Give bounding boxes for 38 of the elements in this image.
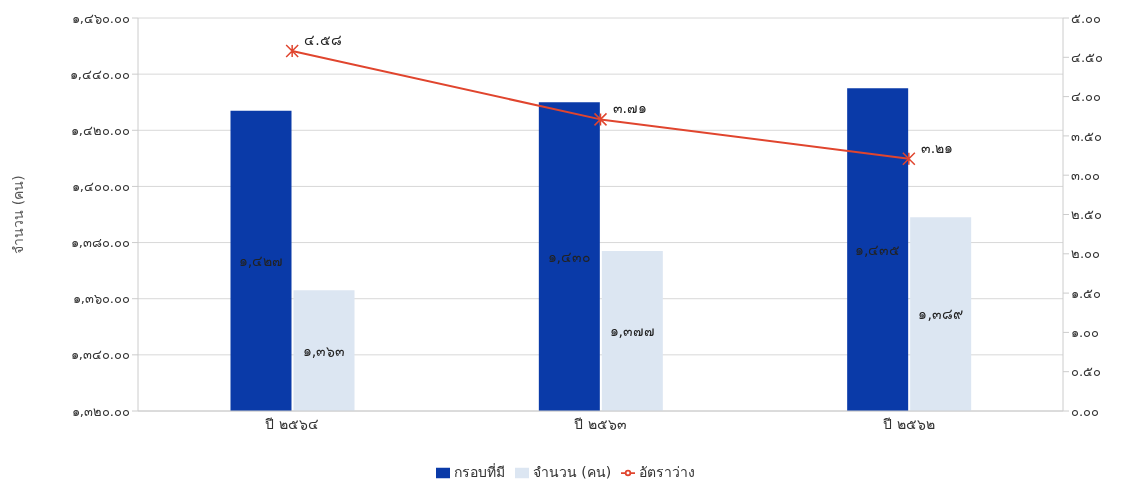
legend-label: กรอบที่มี bbox=[453, 464, 505, 480]
legend-label: จำนวน (คน) bbox=[532, 464, 612, 480]
y2-tick-label: ๑.๐๐ bbox=[1071, 325, 1100, 341]
legend-label: อัตราว่าง bbox=[639, 464, 696, 480]
y-tick-label: ๑,๓๔๐.๐๐ bbox=[70, 347, 130, 363]
y-tick-label: ๑,๔๒๐.๐๐ bbox=[70, 122, 130, 138]
data-label: ๑,๓๘๙ bbox=[918, 306, 963, 323]
data-label: ๔.๕๘ bbox=[304, 32, 342, 49]
y2-tick-label: ๒.๐๐ bbox=[1071, 246, 1101, 262]
data-label: ๑,๔๓๐ bbox=[547, 248, 592, 265]
y2-tick-label: ๔.๐๐ bbox=[1071, 89, 1102, 105]
y2-tick-label: ๓.๕๐ bbox=[1071, 128, 1103, 144]
point bbox=[902, 151, 916, 166]
y-tick-label: ๑,๔๖๐.๐๐ bbox=[71, 10, 130, 26]
x-tick-label: ปี ๒๕๖๔ bbox=[265, 415, 319, 432]
data-label: ๓.๒๑ bbox=[920, 139, 954, 156]
data-label: ๑,๔๓๕ bbox=[854, 241, 901, 258]
x-tick-label: ปี ๒๕๖๒ bbox=[883, 415, 935, 432]
y-tick-label: ๑,๓๖๐.๐๐ bbox=[72, 291, 130, 307]
y-tick-label: ๑,๓๒๐.๐๐ bbox=[71, 403, 130, 419]
y2-tick-label: ๒.๕๐ bbox=[1071, 207, 1103, 223]
x-tick-label: ปี ๒๕๖๓ bbox=[574, 415, 627, 432]
y-tick-label: ๑,๓๘๐.๐๐ bbox=[70, 235, 130, 251]
y2-tick-label: ๐.๐๐ bbox=[1071, 403, 1100, 419]
y2-tick-label: ๓.๐๐ bbox=[1071, 167, 1101, 183]
point bbox=[593, 112, 608, 127]
y-tick-label: ๑,๔๔๐.๐๐ bbox=[69, 66, 130, 82]
y2-tick-label: ๔.๕๐ bbox=[1071, 49, 1104, 65]
y2-tick-label: ๕.๐๐ bbox=[1071, 10, 1102, 26]
data-label: ๑,๓๖๓ bbox=[302, 342, 346, 359]
data-label: ๑,๔๒๗ bbox=[238, 252, 284, 269]
y-tick-label: ๑,๔๐๐.๐๐ bbox=[71, 179, 130, 195]
y2-tick-label: ๑.๕๐ bbox=[1071, 285, 1102, 301]
data-label: ๓.๗๑ bbox=[612, 100, 647, 117]
data-label: ๑,๓๗๗ bbox=[609, 322, 656, 339]
y2-tick-label: ๐.๕๐ bbox=[1071, 364, 1102, 380]
point bbox=[285, 44, 299, 58]
y-axis-title: จำนวน (คน) bbox=[9, 175, 26, 254]
